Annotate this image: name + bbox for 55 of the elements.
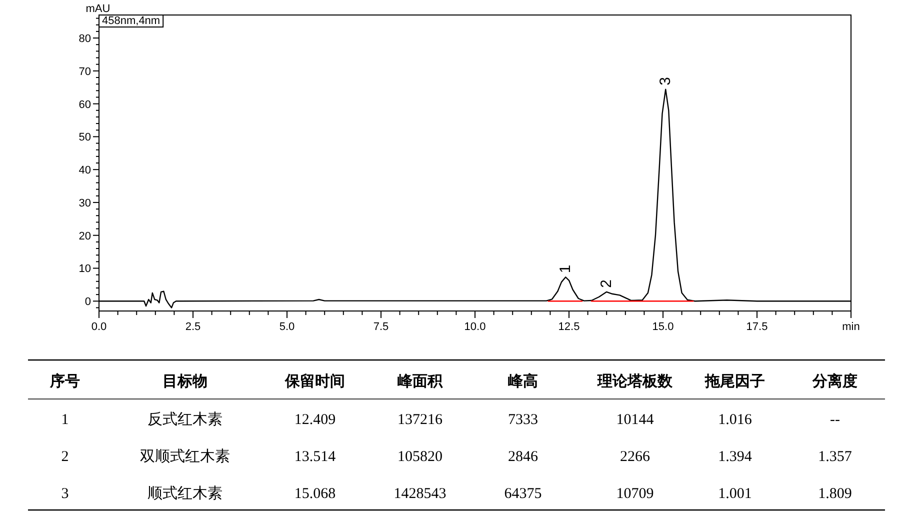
category-label: 保留时间: [284, 373, 345, 390]
text: 15.068: [294, 486, 336, 502]
text: 105820: [398, 449, 442, 465]
text: 13.514: [294, 449, 336, 465]
y-tick-label: 30: [78, 197, 91, 210]
text: 反式红木素: [148, 411, 222, 428]
text: --: [830, 412, 840, 428]
text: 1.001: [718, 486, 752, 502]
y-tick-label: 10: [78, 263, 91, 276]
category-label: 峰高: [508, 372, 538, 390]
text: 7333: [508, 412, 538, 428]
category-label: 理论塔板数: [596, 373, 674, 390]
annotation: 2: [598, 280, 616, 288]
x-tick-label: 2.5: [185, 321, 201, 333]
text: 2: [61, 449, 69, 465]
text: 1: [61, 412, 69, 428]
text: 双顺式红木素: [140, 448, 230, 465]
x-axis-title: min: [842, 321, 860, 333]
text: 12.409: [294, 412, 336, 428]
text: 10144: [616, 412, 654, 428]
text: 1.394: [718, 449, 752, 465]
category-label: 峰面积: [398, 373, 444, 390]
y-axis-title: mAU: [86, 3, 110, 15]
x-tick-label: 15.0: [652, 321, 674, 333]
text: 顺式红木素: [148, 485, 222, 502]
y-tick-label: 40: [78, 164, 91, 177]
y-tick-label: 20: [78, 230, 91, 242]
text: 1428543: [394, 486, 446, 502]
text: 137216: [398, 412, 443, 428]
text: 64375: [504, 486, 542, 502]
text: 1.016: [718, 412, 752, 428]
x-tick-label: 5.0: [279, 321, 295, 333]
y-tick-label: 0: [84, 296, 91, 308]
y-tick-label: 70: [78, 66, 91, 78]
text: 2846: [508, 449, 538, 465]
annotation: 3: [657, 76, 674, 86]
y-tick-label: 50: [78, 132, 91, 144]
x-tick-label: 12.5: [558, 321, 580, 333]
category-label: 序号: [49, 372, 80, 390]
text: 2266: [620, 449, 650, 465]
x-tick-label: 17.5: [746, 321, 768, 333]
y-tick-label: 80: [78, 33, 91, 46]
text: 1.357: [818, 449, 852, 465]
x-tick-label: 10.0: [464, 321, 486, 333]
x-tick-label: 7.5: [373, 321, 389, 333]
text: 1.809: [818, 486, 852, 502]
x-tick-label: 0.0: [91, 321, 107, 333]
y-tick-label: 60: [78, 98, 91, 111]
category-label: 目标物: [162, 373, 208, 390]
category-label: 拖尾因子: [704, 373, 765, 390]
annotation: 458nm,4nm: [102, 15, 160, 27]
text: 10709: [616, 486, 654, 502]
text: 3: [61, 486, 69, 502]
category-label: 分离度: [812, 372, 858, 390]
annotation: 1: [557, 264, 574, 274]
